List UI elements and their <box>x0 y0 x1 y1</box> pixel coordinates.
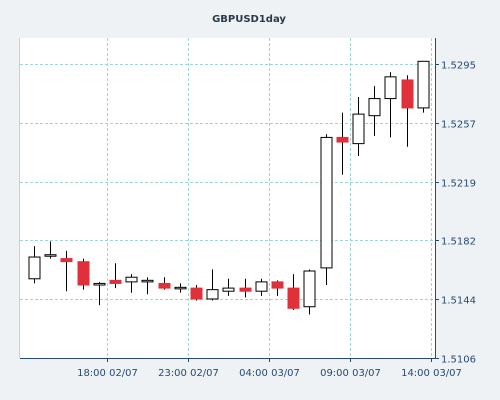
axes: 1.5295 1.5257 1.5219 1.5182 1.5144 1.5106 18:0… <box>19 38 476 379</box>
candle-body-up <box>320 136 333 269</box>
candle-body-down <box>190 287 203 300</box>
candle <box>271 280 284 296</box>
y-tick-label: 1.5257 <box>441 120 476 131</box>
candle <box>141 277 154 295</box>
candle-body-down <box>60 258 73 263</box>
candle-body-up <box>222 287 235 292</box>
candle <box>174 283 187 293</box>
candle <box>384 72 397 138</box>
candle-body-up <box>384 76 397 100</box>
candle-body-up <box>141 279 154 283</box>
candle-body-up <box>44 254 57 257</box>
candle-body-up <box>368 98 381 117</box>
candle <box>368 86 381 136</box>
x-tick-label: 14:00 03/07 <box>401 368 462 379</box>
chart-title: GBPUSD1day <box>212 14 286 25</box>
candle <box>60 250 73 292</box>
x-tick-label: 04:00 03/07 <box>239 368 300 379</box>
candle <box>206 269 219 301</box>
candle <box>158 277 171 290</box>
candle-body-down <box>109 279 122 284</box>
candle <box>77 258 90 290</box>
candle-body-up <box>28 256 41 280</box>
candle-body-down <box>239 287 252 292</box>
x-tick-label: 23:00 02/07 <box>158 368 219 379</box>
candle <box>190 284 203 301</box>
grid-lines <box>20 38 435 359</box>
candle <box>320 134 333 285</box>
candle-body-up <box>174 286 187 290</box>
candle-body-up <box>125 276 138 283</box>
candle-body-up <box>255 281 268 292</box>
candle-body-up <box>303 270 316 308</box>
candle <box>255 278 268 296</box>
candle <box>28 246 41 284</box>
candle <box>336 112 349 175</box>
candle-body-up <box>93 282 106 286</box>
y-tick-label: 1.5295 <box>441 61 476 72</box>
candle-body-down <box>336 136 349 143</box>
candle <box>125 274 138 293</box>
candle <box>93 281 106 306</box>
candle <box>287 274 300 310</box>
candle <box>303 269 316 315</box>
candle <box>417 60 430 113</box>
candle-body-down <box>271 281 284 289</box>
candles <box>28 60 430 315</box>
candle <box>222 278 235 296</box>
x-tick-label: 18:00 02/07 <box>77 368 138 379</box>
candle-body-down <box>77 261 90 286</box>
candle <box>352 97 365 157</box>
candle-body-down <box>401 79 414 109</box>
candle-body-down <box>287 287 300 309</box>
y-tick-label: 1.5219 <box>441 179 476 190</box>
candle-body-up <box>206 289 219 300</box>
candle <box>239 278 252 298</box>
y-tick-label: 1.5144 <box>441 296 476 307</box>
candle <box>44 241 57 259</box>
candle <box>109 263 122 289</box>
y-tick-label: 1.5106 <box>441 355 476 366</box>
x-tick-label: 09:00 03/07 <box>320 368 381 379</box>
candle-body-up <box>417 60 430 109</box>
candle-body-down <box>158 282 171 289</box>
plot-area <box>20 38 435 358</box>
y-tick-label: 1.5182 <box>441 237 476 248</box>
candle-body-up <box>352 113 365 145</box>
candle <box>401 75 414 147</box>
